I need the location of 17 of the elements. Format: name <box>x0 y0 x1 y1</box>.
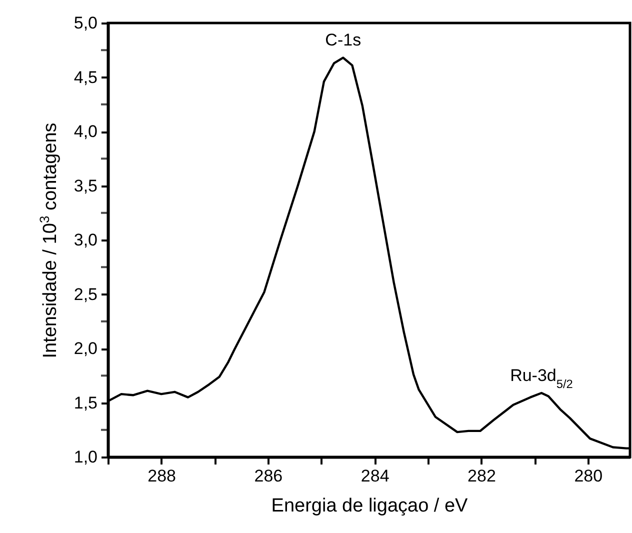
y-tick-label: 2,0 <box>74 339 98 358</box>
y-tick-label: 2,5 <box>74 284 98 304</box>
y-tick-label: 1,0 <box>74 448 98 466</box>
y-tick-label: 1,5 <box>74 393 98 412</box>
y-tick-label: 3,0 <box>74 230 98 250</box>
y-tick-label: 3,5 <box>74 176 98 196</box>
y-tick-label: 5,0 <box>74 14 98 32</box>
x-tick-label: 280 <box>574 466 603 486</box>
x-axis-title: Energia de ligaçao / eV <box>271 496 468 516</box>
x-tick-label: 282 <box>468 466 496 486</box>
annotation: Ru-3d$_{5/2}$ <box>510 366 574 391</box>
annotation: C-1s <box>325 30 362 50</box>
y-tick-label: 4,0 <box>74 122 98 141</box>
x-tick-label: 284 <box>360 466 390 486</box>
x-tick-label: 288 <box>148 466 176 486</box>
x-tick-label: 286 <box>254 466 283 486</box>
y-tick-label: 4,5 <box>74 68 98 87</box>
